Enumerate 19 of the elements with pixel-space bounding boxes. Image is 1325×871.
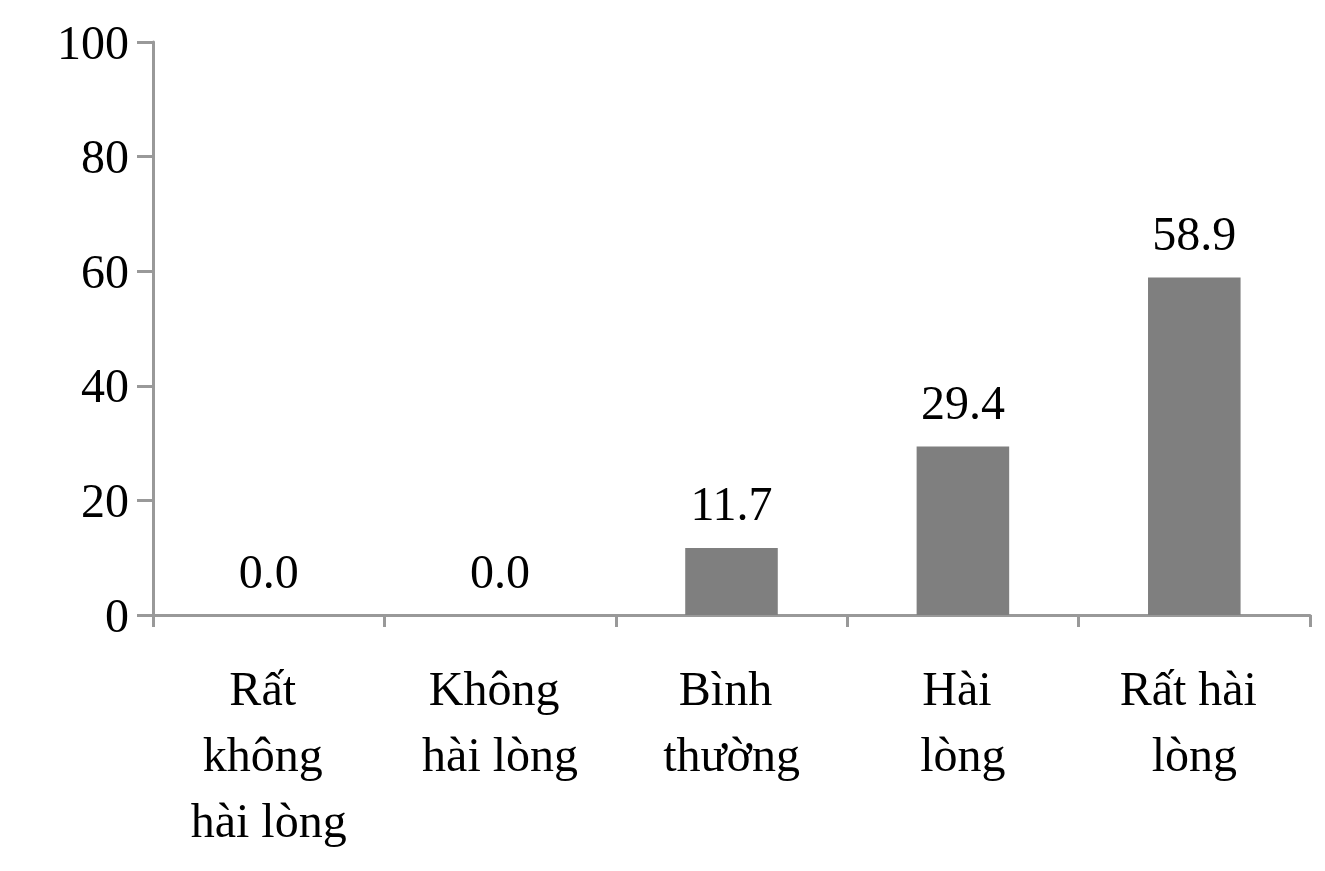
x-tick-label: Bình thường	[663, 661, 800, 781]
bar	[685, 547, 778, 615]
data-label: 0.0	[238, 544, 299, 598]
y-tick-label: 20	[81, 473, 129, 527]
data-label: 29.4	[920, 376, 1005, 430]
data-label: 11.7	[690, 477, 773, 531]
bar	[916, 446, 1010, 615]
data-label: 0.0	[470, 544, 531, 598]
x-tick-label: Hài lòng	[920, 661, 1006, 781]
x-tick-label: Không hài lòng	[422, 661, 579, 781]
y-tick-label: 60	[81, 244, 129, 298]
bar	[1148, 277, 1241, 615]
y-tick-label: 0	[105, 588, 129, 642]
x-tick-label: Rất không hài lòng	[190, 661, 347, 847]
y-tick-label: 40	[81, 359, 129, 413]
y-tick-label: 80	[81, 130, 129, 184]
y-tick-label: 100	[57, 15, 129, 69]
data-label: 58.9	[1152, 207, 1237, 260]
x-tick-label: Rất hài lòng	[1119, 661, 1269, 781]
